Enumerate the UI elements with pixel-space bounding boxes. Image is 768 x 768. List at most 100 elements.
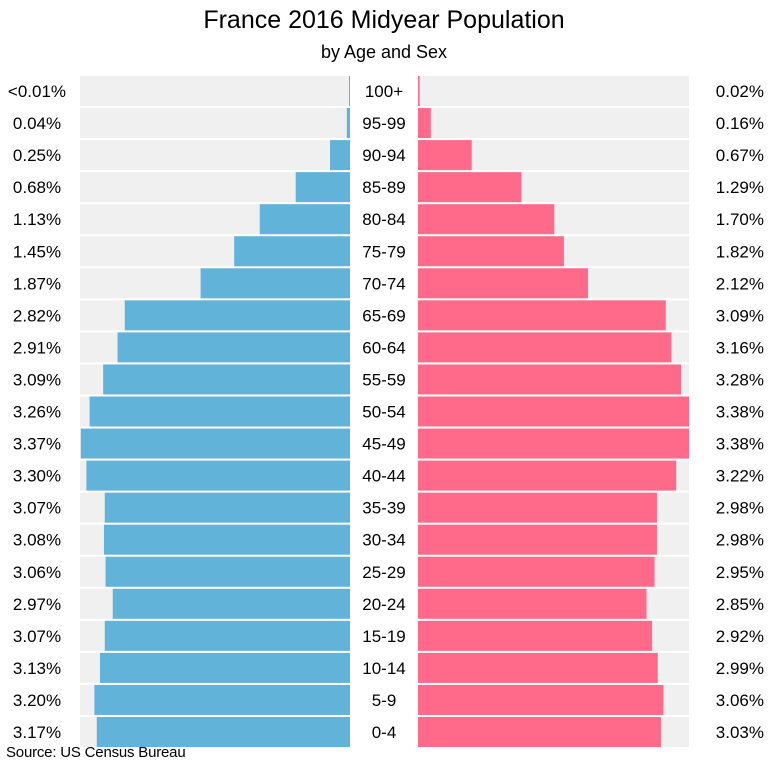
bar-left [105,556,350,587]
row-background-right [418,76,689,106]
chart-subtitle: by Age and Sex [320,42,448,62]
row-background-left [80,108,350,139]
age-group-label: 75-79 [362,242,405,261]
value-label-right: 3.03% [716,723,764,742]
value-label-left: 3.07% [13,499,61,518]
age-group-label: 65-69 [362,306,405,325]
bar-left [330,140,350,171]
bar-right [418,524,657,555]
bar-right [418,588,647,619]
value-label-left: 0.68% [13,178,61,197]
age-group-label: 25-29 [362,563,405,582]
age-group-label: 50-54 [362,403,405,422]
value-label-left: 0.25% [13,146,61,165]
age-group-label: 90-94 [362,146,405,165]
bar-left [112,588,350,619]
age-group-label: 0-4 [372,723,397,742]
bar-right [418,332,672,363]
bar-left [349,76,350,106]
age-group-label: 85-89 [362,178,405,197]
value-label-left: 1.87% [13,274,61,293]
bar-right [418,396,689,427]
bar-left [96,717,350,747]
value-label-left: 3.26% [13,403,61,422]
bar-right [418,684,664,715]
value-label-left: 2.91% [13,338,61,357]
bar-left [86,460,350,491]
bar-left [295,172,350,203]
bar-right [418,556,655,587]
value-label-right: 0.02% [716,82,764,101]
age-group-label: 45-49 [362,435,405,454]
bar-right [418,717,661,747]
age-group-label: 55-59 [362,370,405,389]
value-label-right: 1.82% [716,242,764,261]
value-label-right: 0.67% [716,146,764,165]
bar-left [117,332,351,363]
value-label-right: 1.70% [716,210,764,229]
bar-right [418,652,658,683]
age-group-label: 95-99 [362,114,405,133]
age-group-label: 40-44 [362,467,405,486]
value-label-left: 3.17% [13,723,61,742]
value-label-right: 2.92% [716,627,764,646]
bar-right [418,108,431,139]
bar-left [103,364,350,395]
value-label-left: 3.20% [13,691,61,710]
row-background-left [80,76,350,106]
age-group-label: 80-84 [362,210,405,229]
value-label-left: 3.09% [13,370,61,389]
value-label-left: 3.37% [13,435,61,454]
bar-right [418,236,564,267]
value-label-left: 0.04% [13,114,61,133]
value-label-right: 2.12% [716,274,764,293]
bar-right [418,172,522,203]
row-background-left [80,140,350,171]
bar-left [346,108,350,139]
bar-left [259,204,350,235]
value-label-left: 3.08% [13,531,61,550]
value-label-right: 3.16% [716,338,764,357]
chart-title: France 2016 Midyear Population [203,6,565,34]
bar-right [418,460,677,491]
age-group-label: 10-14 [362,659,405,678]
row-background-right [418,108,689,139]
value-label-right: 2.95% [716,563,764,582]
bar-right [418,140,472,171]
age-group-label: 100+ [365,82,403,101]
value-label-right: 1.29% [716,178,764,197]
bar-right [418,364,681,395]
value-label-right: 3.28% [716,370,764,389]
value-label-right: 3.06% [716,691,764,710]
bar-right [418,492,657,523]
bar-left [234,236,350,267]
value-label-left: 1.13% [13,210,61,229]
bar-left [99,652,350,683]
age-group-label: 30-34 [362,531,405,550]
value-label-left: 1.45% [13,242,61,261]
value-label-left: 3.30% [13,467,61,486]
value-label-left: 2.97% [13,595,61,614]
bar-left [104,492,351,523]
value-label-left: <0.01% [8,82,66,101]
value-label-right: 2.85% [716,595,764,614]
bar-right [418,620,653,651]
age-group-label: 35-39 [362,499,405,518]
bar-left [80,428,350,459]
value-label-right: 2.98% [716,531,764,550]
bar-right [418,204,555,235]
value-label-right: 3.38% [716,435,764,454]
age-group-label: 15-19 [362,627,405,646]
bar-left [103,524,350,555]
age-group-label: 20-24 [362,595,405,614]
value-label-left: 3.07% [13,627,61,646]
age-group-label: 60-64 [362,338,405,357]
value-label-left: 3.13% [13,659,61,678]
age-group-label: 70-74 [362,274,405,293]
bar-right [418,76,420,106]
value-label-right: 0.16% [716,114,764,133]
value-label-right: 2.99% [716,659,764,678]
bar-left [94,684,351,715]
bar-right [418,428,689,459]
